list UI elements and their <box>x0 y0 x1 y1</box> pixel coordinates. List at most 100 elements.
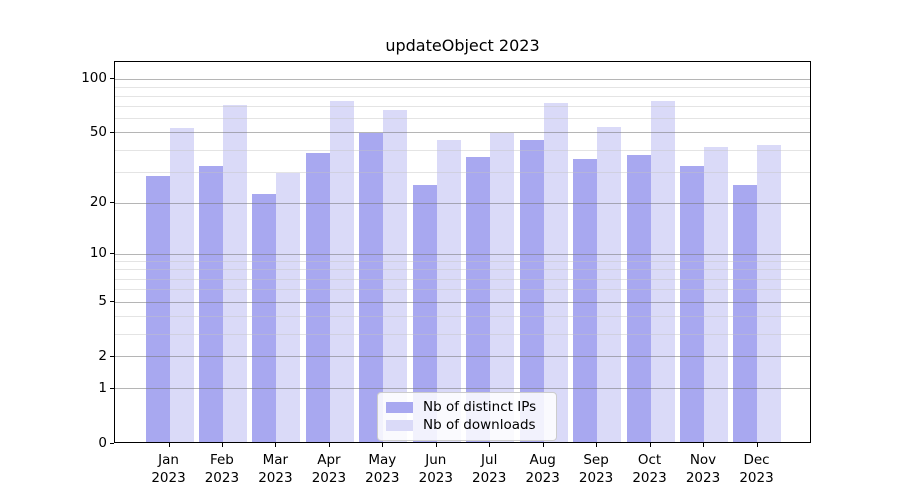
gridline-major-20 <box>115 202 810 204</box>
x-tick-label-line: Aug <box>529 452 556 468</box>
bar-downloads-sep <box>597 126 622 442</box>
gridline-minor-70 <box>115 106 810 108</box>
x-tick-label-mar: Mar 2023 <box>243 451 307 487</box>
x-tick-label-line: 2023 <box>525 470 560 486</box>
x-tick-label-line: Sep <box>583 452 609 468</box>
gridline-minor-30 <box>115 171 810 173</box>
y-tick-label-10: 10 <box>89 245 107 262</box>
bar-downloads-may <box>383 109 408 442</box>
x-tick-label-line: Apr <box>317 452 341 468</box>
x-tick-label-jun: Jun 2023 <box>404 451 468 487</box>
x-tick-label-line: 2023 <box>578 470 614 486</box>
bar-downloads-nov <box>704 146 728 442</box>
x-tick-label-line: Feb <box>209 452 234 468</box>
gridline-minor-40 <box>115 149 810 151</box>
x-tick-label-line: 2023 <box>258 470 293 486</box>
y-tick-mark-100 <box>110 78 114 79</box>
x-tick-label-line: Mar <box>262 452 289 468</box>
bar-distinct-ips-jan <box>145 176 170 442</box>
bar-downloads-mar <box>276 173 301 442</box>
gridline-minor-4 <box>115 315 810 317</box>
x-tick-label-line: 2023 <box>739 470 774 486</box>
x-tick-label-dec: Dec 2023 <box>725 451 789 487</box>
bar-downloads-feb <box>222 105 247 442</box>
x-tick-label-may: May 2023 <box>350 451 414 487</box>
x-tick-label-line: 2023 <box>632 470 667 486</box>
bar-distinct-ips-apr <box>305 152 330 442</box>
x-tick-label-line: 2023 <box>365 470 400 486</box>
legend-swatch-distinct-ips <box>386 401 413 413</box>
y-tick-mark-50 <box>110 131 114 133</box>
bar-downloads-jan <box>169 128 194 442</box>
x-tick-mark-dec <box>756 443 758 447</box>
x-tick-label-line: Nov <box>689 452 717 468</box>
y-tick-mark-5 <box>110 301 114 302</box>
gridline-minor-6 <box>115 289 810 291</box>
bar-downloads-apr <box>329 101 354 442</box>
legend-item-downloads: Nb of downloads <box>386 416 547 434</box>
gridline-minor-80 <box>115 95 810 97</box>
bar-downloads-dec <box>757 144 782 442</box>
bar-distinct-ips-mar <box>252 194 277 442</box>
gridline-major-10 <box>115 253 810 255</box>
chart-title: updateObject 2023 <box>385 36 540 55</box>
gridline-minor-3 <box>115 333 810 335</box>
x-tick-label-line: Dec <box>743 452 770 468</box>
x-tick-mark-jul <box>489 443 491 447</box>
x-tick-label-jul: Jul 2023 <box>457 451 521 487</box>
x-tick-label-line: Jul <box>481 452 498 468</box>
legend-label-downloads: Nb of downloads <box>423 417 536 433</box>
x-tick-label-sep: Sep 2023 <box>564 451 628 487</box>
gridline-major-50 <box>115 132 810 134</box>
legend: Nb of distinct IPs Nb of downloads <box>377 392 557 441</box>
bar-downloads-jul <box>490 133 515 442</box>
y-tick-label-2: 2 <box>98 347 107 364</box>
x-tick-mark-jun <box>435 443 437 447</box>
x-tick-mark-apr <box>328 443 330 447</box>
gridline-minor-9 <box>115 261 810 263</box>
x-tick-label-apr: Apr 2023 <box>297 451 361 487</box>
bar-downloads-jun <box>436 139 461 442</box>
x-tick-mark-nov <box>703 443 704 447</box>
legend-swatch-downloads <box>386 419 413 431</box>
bar-distinct-ips-aug <box>519 139 544 442</box>
x-tick-label-line: 2023 <box>472 470 507 486</box>
y-tick-label-50: 50 <box>89 123 107 140</box>
x-tick-label-line: May <box>368 452 397 468</box>
gridline-major-5 <box>115 301 810 303</box>
plot-area <box>114 61 811 443</box>
y-tick-mark-20 <box>110 202 114 203</box>
x-tick-label-line: 2023 <box>204 470 240 486</box>
x-tick-label-aug: Aug 2023 <box>511 451 575 487</box>
gridline-minor-7 <box>115 278 810 280</box>
x-tick-mark-mar <box>275 443 277 447</box>
x-tick-label-feb: Feb 2023 <box>190 451 254 487</box>
x-tick-label-line: 2023 <box>685 470 721 486</box>
y-tick-label-5: 5 <box>98 293 107 309</box>
bar-distinct-ips-dec <box>733 184 758 442</box>
x-tick-mark-jan <box>168 443 170 447</box>
y-tick-label-1: 1 <box>98 379 107 396</box>
x-tick-label-line: 2023 <box>418 470 453 486</box>
y-tick-label-20: 20 <box>89 194 107 210</box>
bar-distinct-ips-sep <box>573 159 598 442</box>
x-tick-label-nov: Nov 2023 <box>671 451 735 487</box>
x-tick-mark-aug <box>542 443 544 447</box>
x-tick-label-line: Jun <box>425 452 447 468</box>
legend-label-distinct-ips: Nb of distinct IPs <box>423 399 537 415</box>
y-tick-mark-2 <box>110 355 114 357</box>
y-tick-label-0: 0 <box>98 434 107 451</box>
x-tick-label-jan: Jan 2023 <box>137 451 201 487</box>
x-tick-label-line: 2023 <box>151 470 186 486</box>
gridline-major-1 <box>115 388 810 390</box>
y-tick-mark-0 <box>110 442 114 444</box>
x-tick-label-line: Jan <box>158 452 179 468</box>
bar-distinct-ips-nov <box>680 165 704 442</box>
x-tick-label-line: 2023 <box>311 470 347 486</box>
bar-distinct-ips-feb <box>198 165 223 442</box>
gridline-minor-8 <box>115 269 810 271</box>
bar-distinct-ips-may <box>359 133 384 442</box>
x-tick-mark-oct <box>649 443 651 447</box>
x-tick-label-line: Oct <box>637 452 662 468</box>
